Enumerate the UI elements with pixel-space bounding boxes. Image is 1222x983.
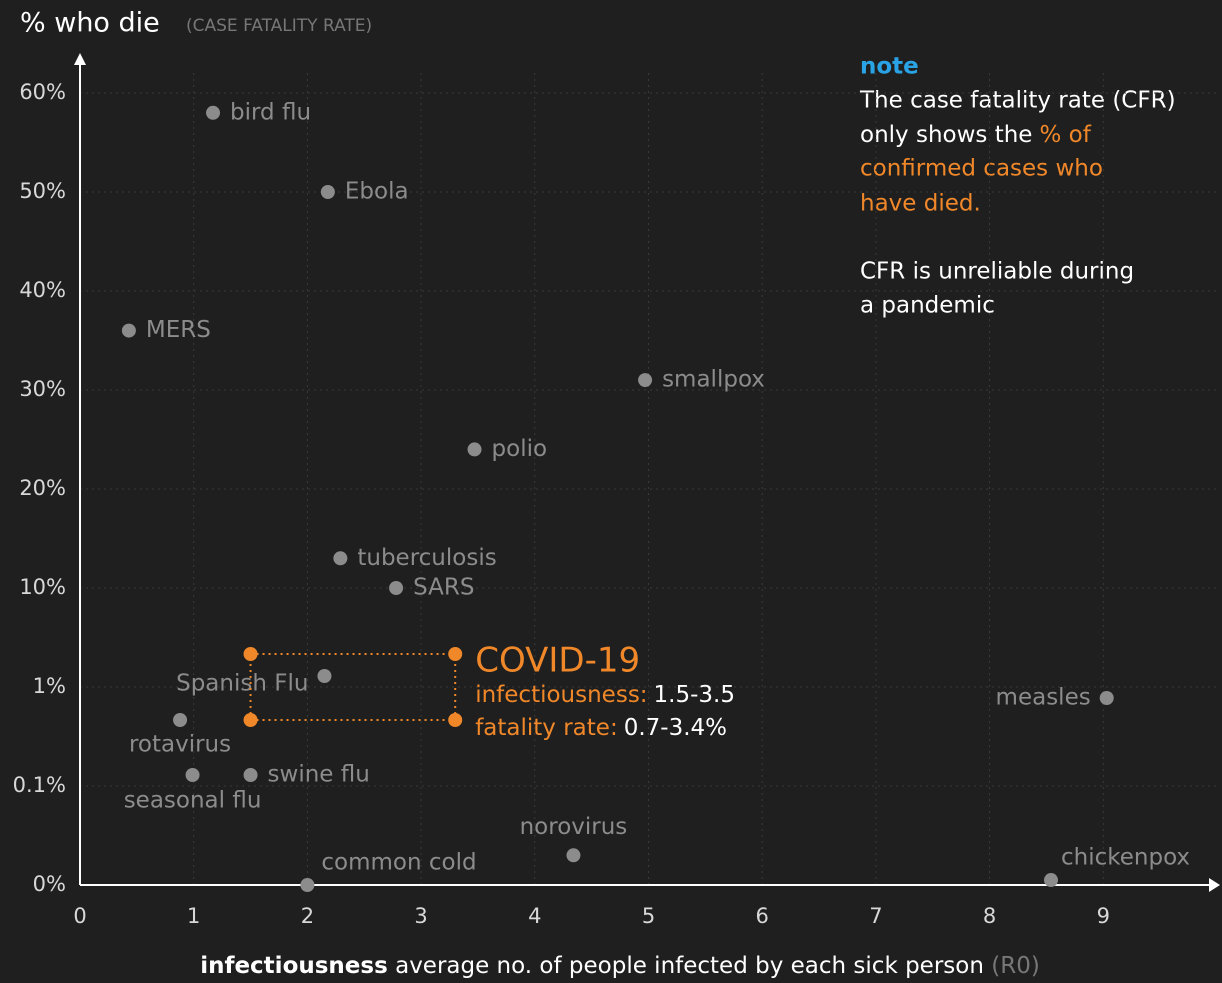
data-point: [389, 581, 404, 595]
covid-infectiousness: infectiousness: 1.5-3.5: [475, 682, 735, 708]
point-label: common cold: [321, 850, 476, 876]
y-tick-label: 0%: [33, 872, 66, 896]
point-label: Ebola: [345, 179, 409, 205]
note-highlight: have died.: [860, 191, 981, 217]
x-tick-label: 9: [1097, 904, 1110, 928]
covid-fatality-range: 0.7-3.4%: [624, 715, 727, 741]
y-tick-label: 50%: [19, 179, 66, 203]
data-point: [320, 185, 335, 199]
x-axis-label: infectiousness average no. of people inf…: [200, 953, 1040, 979]
data-point: [317, 669, 332, 683]
note: note The case fatality rate (CFR) only s…: [859, 54, 1176, 319]
covid-label: COVID-19: [475, 641, 640, 681]
note-title: note: [860, 54, 919, 80]
covid-point: [243, 647, 258, 661]
x-axis-arrow: [1209, 878, 1220, 892]
note-highlight: % of: [1039, 122, 1091, 148]
covid-point: [243, 713, 258, 727]
data-point: [1043, 873, 1058, 888]
note-line: a pandemic: [860, 293, 995, 319]
x-tick-label: 3: [414, 904, 427, 928]
y-tick-label: 20%: [19, 476, 66, 500]
data-point: [173, 713, 188, 727]
covid-infectiousness-range: 1.5-3.5: [654, 682, 735, 708]
point-label: seasonal flu: [124, 788, 262, 814]
point-label: rotavirus: [129, 732, 231, 758]
point-label: smallpox: [662, 367, 765, 393]
x-tick-label: 5: [642, 904, 655, 928]
point-label: norovirus: [520, 814, 628, 840]
point-label: MERS: [146, 317, 211, 343]
point-label: tuberculosis: [357, 545, 496, 571]
y-tick-label: 0.1%: [13, 773, 66, 797]
data-point: [467, 442, 482, 457]
x-label-main: infectiousness: [200, 953, 388, 979]
point-label: bird flu: [230, 99, 311, 125]
x-tick-label: 2: [301, 904, 314, 928]
y-tick-label: 60%: [19, 80, 66, 104]
x-tick-label: 6: [756, 904, 769, 928]
point-label: SARS: [413, 575, 474, 601]
x-label-unit: (R0): [991, 953, 1040, 979]
data-point: [638, 373, 653, 388]
point-label: Spanish Flu: [176, 671, 308, 697]
data-point: [185, 768, 200, 782]
x-tick-label: 8: [983, 904, 996, 928]
x-tick-label: 4: [528, 904, 541, 928]
covid-infectiousness-label: infectiousness:: [475, 682, 647, 708]
data-point: [206, 105, 221, 120]
point-label: swine flu: [268, 762, 370, 788]
covid-fatality: fatality rate: 0.7-3.4%: [475, 715, 727, 741]
x-tick-label: 0: [73, 904, 86, 928]
covid-point: [448, 647, 463, 661]
y-tick-label: 40%: [19, 278, 66, 302]
x-tick-label: 7: [869, 904, 882, 928]
covid-fatality-label: fatality rate:: [475, 715, 617, 741]
note-line: The case fatality rate (CFR): [859, 88, 1176, 114]
note-highlight: confirmed cases who: [860, 156, 1103, 182]
point-label: chickenpox: [1061, 845, 1190, 871]
chart-title: % who die: [20, 8, 160, 39]
note-line: only shows the % of: [860, 122, 1092, 148]
data-point: [333, 551, 348, 566]
chart-subtitle: (CASE FATALITY RATE): [186, 16, 372, 36]
x-tick-label: 1: [187, 904, 200, 928]
covid-point: [448, 713, 463, 727]
point-label: polio: [492, 436, 548, 462]
data-point: [243, 768, 258, 782]
note-line: CFR is unreliable during: [860, 259, 1134, 285]
data-point: [1099, 691, 1114, 705]
point-label: measles: [996, 685, 1091, 711]
data-point: [300, 878, 315, 892]
y-tick-label: 10%: [19, 575, 66, 599]
data-point: [121, 323, 136, 338]
y-tick-label: 1%: [33, 674, 66, 698]
note-text: only shows the: [860, 122, 1032, 148]
y-axis-arrow: [74, 53, 86, 65]
data-point: [566, 848, 581, 863]
y-tick-label: 30%: [19, 377, 66, 401]
x-label-detail: average no. of people infected by each s…: [395, 953, 984, 979]
